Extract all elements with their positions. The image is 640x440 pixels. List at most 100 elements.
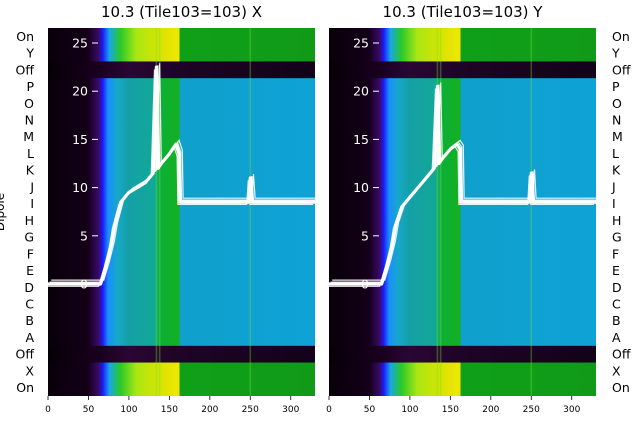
x-tick-label: 0 <box>45 405 51 415</box>
x-tick-label: 0 <box>326 405 332 415</box>
row-label: I <box>612 196 616 211</box>
y-tick-label: 0 <box>361 277 369 292</box>
row-label: B <box>25 313 34 328</box>
heatmap-row <box>329 44 596 62</box>
heatmap-row <box>48 28 315 46</box>
row-label: X <box>612 363 621 378</box>
heatmap-row <box>329 78 596 96</box>
x-tick-label: 50 <box>364 405 376 415</box>
row-label: G <box>612 230 622 245</box>
x-tick-label: 300 <box>282 405 299 415</box>
row-label: On <box>16 380 34 395</box>
overlay-line-trace <box>51 63 315 281</box>
row-label: Off <box>612 347 631 362</box>
row-label: Off <box>16 347 35 362</box>
x-tick-label: 100 <box>120 405 137 415</box>
row-label: E <box>26 263 34 278</box>
heatmap-row <box>48 228 315 246</box>
y-tick-label: 15 <box>72 132 88 147</box>
row-label: Y <box>25 46 34 61</box>
y-tick-label: 20 <box>72 84 88 99</box>
row-label: L <box>612 146 619 161</box>
row-label: Off <box>612 62 631 77</box>
heatmap-row <box>329 295 596 313</box>
x-tick-label: 50 <box>83 405 95 415</box>
row-label: C <box>612 297 621 312</box>
x-tick-label: 300 <box>563 405 580 415</box>
heatmap-row <box>329 379 596 396</box>
row-label: K <box>612 163 621 178</box>
row-label: C <box>25 297 34 312</box>
heatmap-row <box>48 278 315 297</box>
heatmap-row <box>48 312 315 330</box>
x-tick-label: 200 <box>482 405 499 415</box>
heatmap-row <box>48 379 315 396</box>
x-tick-label: 250 <box>242 405 259 415</box>
y-tick-label: 0 <box>80 277 88 292</box>
heatmap-row <box>48 145 315 163</box>
heatmap-row <box>329 212 596 230</box>
x-tick-label: 150 <box>442 405 459 415</box>
y-tick-label: 5 <box>361 228 369 243</box>
heatmap-row <box>329 345 596 364</box>
heatmap-row <box>329 61 596 79</box>
heatmap-row <box>329 362 596 380</box>
row-label: H <box>612 213 621 228</box>
row-label: G <box>24 230 34 245</box>
row-label: On <box>16 29 34 44</box>
row-label: A <box>25 330 34 345</box>
heatmap-row <box>329 111 596 129</box>
row-label: E <box>612 263 620 278</box>
heatmap-streak <box>436 28 439 396</box>
chart-title: 10.3 (Tile103=103) X <box>101 3 262 21</box>
overlay-line-trace <box>332 82 596 281</box>
row-label: M <box>23 129 34 144</box>
y-tick-label: 10 <box>353 180 369 195</box>
heatmap-row <box>329 262 596 280</box>
heatmap-row <box>48 128 315 146</box>
heatmap-row <box>48 245 315 263</box>
heatmap-row <box>329 145 596 163</box>
heatmap-row <box>329 278 596 297</box>
y-tick-label: 25 <box>72 36 88 51</box>
heatmap-row <box>329 245 596 263</box>
row-label: L <box>27 146 34 161</box>
x-tick-label: 250 <box>523 405 540 415</box>
row-label: F <box>27 246 34 261</box>
heatmap-row <box>48 44 315 62</box>
row-label: Off <box>16 62 35 77</box>
y-tick-label: 25 <box>353 36 369 51</box>
row-label: A <box>612 330 621 345</box>
row-label: M <box>612 129 623 144</box>
heatmap-row <box>48 61 315 79</box>
heatmap-row <box>329 312 596 330</box>
y-tick-label: 15 <box>353 132 369 147</box>
heatmap <box>329 28 596 396</box>
heatmap-row <box>48 94 315 113</box>
x-tick-label: 150 <box>161 405 178 415</box>
row-label: D <box>24 280 34 295</box>
row-label: I <box>30 196 34 211</box>
heatmap-row <box>48 78 315 96</box>
heatmap-row <box>329 329 596 347</box>
heatmap-row <box>329 94 596 113</box>
row-label: O <box>24 96 34 111</box>
row-label: On <box>612 380 630 395</box>
y-tick-label: 20 <box>353 84 369 99</box>
row-label: O <box>612 96 622 111</box>
row-label: Y <box>611 46 620 61</box>
y-tick-label: 5 <box>80 228 88 243</box>
row-label: F <box>612 246 619 261</box>
y-axis-label: Dipole <box>0 193 7 231</box>
heatmap-row <box>48 212 315 230</box>
heatmap-row <box>48 111 315 129</box>
row-label: X <box>25 363 34 378</box>
chart-title: 10.3 (Tile103=103) Y <box>383 3 544 21</box>
heatmap-row <box>48 345 315 364</box>
row-label: K <box>26 163 35 178</box>
heatmap-row <box>48 329 315 347</box>
row-label: D <box>612 280 622 295</box>
